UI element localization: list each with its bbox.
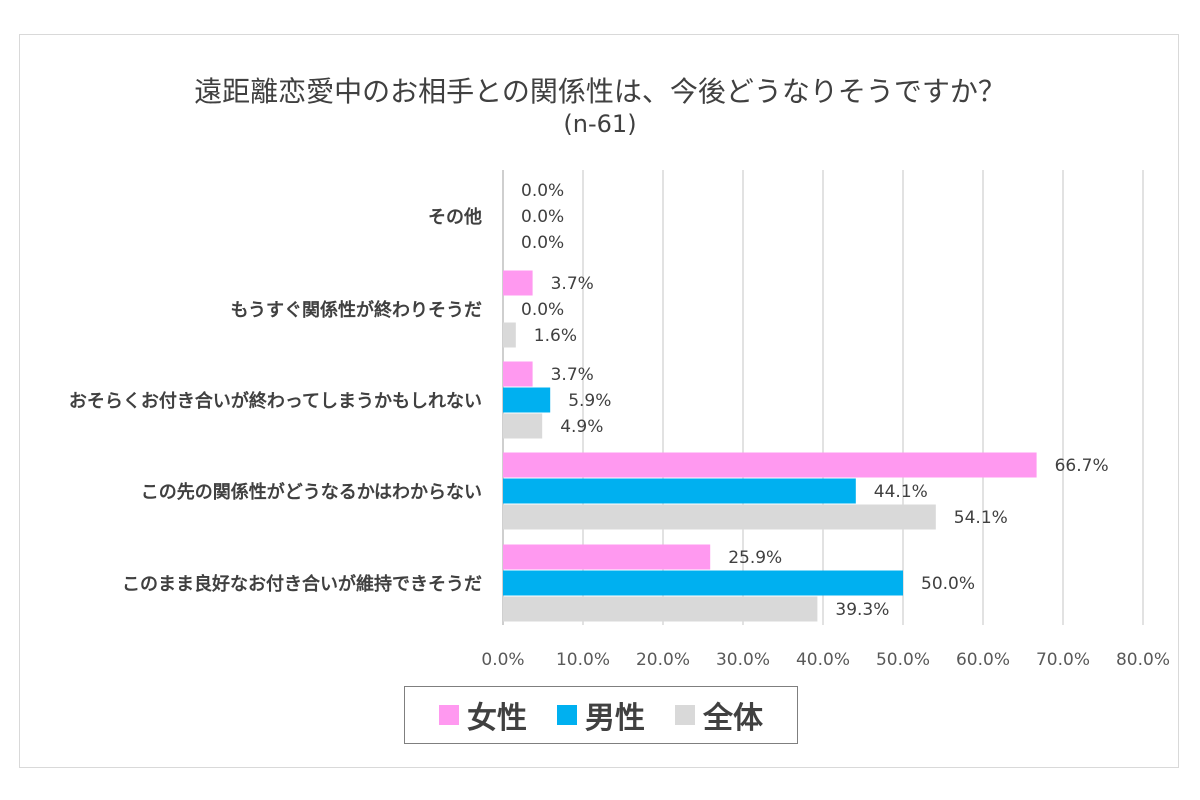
x-tick-label: 60.0% [956,650,1010,670]
bars [503,270,1037,622]
legend: 女性 男性 全体 [404,686,798,744]
bar [503,322,516,348]
data-label: 44.1% [874,482,928,502]
x-tick-label: 20.0% [636,650,690,670]
chart-subtitle: (n-61) [563,110,637,138]
legend-swatch-female [439,705,459,725]
category-label: その他 [428,206,482,228]
data-label: 0.0% [521,181,564,201]
x-tick-label: 10.0% [556,650,610,670]
x-tick-label: 0.0% [481,650,524,670]
category-labels: その他もうすぐ関係性が終わりそうだおそらくお付き合いが終わってしまうかもしれない… [69,206,482,595]
data-label: 3.7% [551,365,594,385]
x-tick-label: 80.0% [1116,650,1170,670]
bar [503,361,533,387]
legend-item-male: 男性 [557,693,645,737]
legend-label-female: 女性 [467,701,527,736]
bar [503,387,551,413]
data-label: 25.9% [728,548,782,568]
data-label: 0.0% [521,233,564,253]
category-label: この先の関係性がどうなるかはわからない [141,481,482,503]
x-tick-label: 30.0% [716,650,770,670]
category-label: このまま良好なお付き合いが維持できそうだ [122,573,482,595]
bar [503,452,1037,478]
data-label: 50.0% [921,574,975,594]
legend-label-male: 男性 [585,701,645,736]
legend-item-female: 女性 [439,693,527,737]
data-label: 66.7% [1055,456,1109,476]
bar [503,413,543,439]
legend-label-total: 全体 [703,701,763,736]
x-tick-label: 50.0% [876,650,930,670]
x-tick-label: 40.0% [796,650,850,670]
bar [503,270,533,296]
x-tick-labels: 0.0% 10.0% 20.0% 30.0% 40.0% 50.0% 60.0% 70.0% 8… [481,650,1170,670]
chart-title: 遠距離恋愛中のお相手との関係性は、今後どうなりそうですか？ [194,75,1006,108]
data-label: 3.7% [551,274,594,294]
bar [503,478,856,504]
data-label: 39.3% [835,600,889,620]
data-label: 0.0% [521,207,564,227]
legend-swatch-total [675,705,695,725]
x-tick-label: 70.0% [1036,650,1090,670]
data-label: 5.9% [568,391,611,411]
data-label: 0.0% [521,300,564,320]
bar [503,504,936,530]
category-label: もうすぐ関係性が終わりそうだ [231,299,482,321]
value-labels: 0.0% 3.7% 3.7% 66.7% 25.9% 0.0% 0.0% 5.9% 44.1% 5… [521,181,1109,620]
category-label: おそらくお付き合いが終わってしまうかもしれない [69,390,482,412]
bar [503,570,903,596]
legend-swatch-male [557,705,577,725]
legend-item-total: 全体 [675,693,763,737]
bar [503,544,711,570]
data-label: 4.9% [560,417,603,437]
data-label: 1.6% [534,326,577,346]
data-label: 54.1% [954,508,1008,528]
chart-frame [19,34,1179,768]
bar [503,596,818,622]
